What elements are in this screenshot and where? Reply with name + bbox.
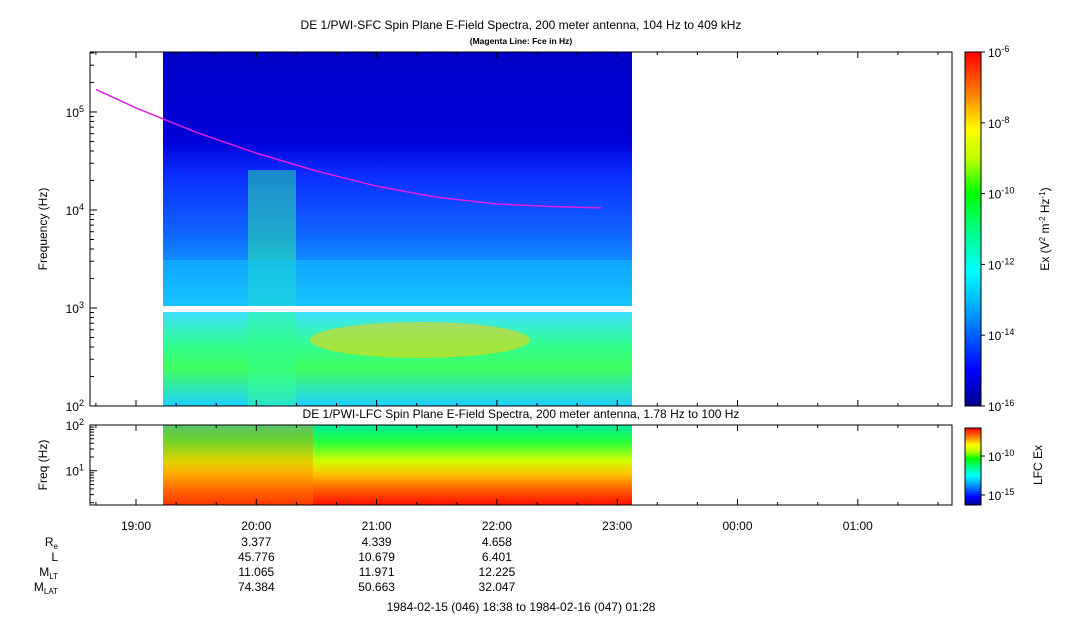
lfc-spectrogram bbox=[163, 425, 632, 505]
sfc-colorbar-tick-label: 10-8 bbox=[988, 115, 1009, 131]
sfc-colorbar-tick-label: 10-14 bbox=[988, 327, 1014, 343]
sfc-colorbar-tick-label: 10-6 bbox=[988, 44, 1009, 60]
ephemeris-value: 11.065 bbox=[238, 565, 274, 579]
time-tick-label: 23:00 bbox=[602, 519, 632, 533]
sfc-y-axis: 102 103 104 105 bbox=[66, 52, 97, 414]
lfc-colorbar-tick-label: 10-15 bbox=[988, 487, 1014, 503]
ephemeris-label: MLT bbox=[39, 565, 58, 581]
sfc-title: DE 1/PWI-SFC Spin Plane E-Field Spectra,… bbox=[301, 18, 742, 32]
sfc-intense-region bbox=[310, 322, 530, 358]
ephemeris-value: 45.776 bbox=[238, 550, 275, 564]
sfc-y-tick-label: 102 bbox=[66, 398, 84, 414]
sfc-data-gap bbox=[163, 306, 632, 312]
ephemeris-value: 12.225 bbox=[479, 565, 516, 579]
sfc-subtitle: (Magenta Line: Fce in Hz) bbox=[470, 36, 573, 46]
time-tick-label: 20:00 bbox=[241, 519, 271, 533]
sfc-spectrogram bbox=[163, 52, 632, 406]
ephemeris-value: 11.971 bbox=[359, 565, 395, 579]
time-axis: 19:00 20:00 21:00 22:00 23:00 00:00 01:00 bbox=[95, 52, 939, 533]
time-tick-label: 21:00 bbox=[362, 519, 392, 533]
lfc-colorbar-tick-label: 10-10 bbox=[988, 448, 1014, 464]
sfc-y-tick-label: 105 bbox=[66, 104, 84, 120]
sfc-colorbar: 10-6 10-8 10-10 10-12 10-14 10-16 Ex (V2 m-2 … bbox=[964, 44, 1052, 414]
lfc-y-tick-label: 101 bbox=[66, 463, 84, 479]
lfc-y-label: Freq (Hz) bbox=[36, 440, 50, 491]
lfc-y-tick-label: 102 bbox=[66, 417, 84, 433]
fce-magenta-line bbox=[95, 88, 602, 209]
sfc-panel: 102 103 104 105 Frequency (Hz) bbox=[36, 51, 953, 414]
sfc-y-tick-label: 103 bbox=[66, 300, 84, 316]
sfc-y-label: Frequency (Hz) bbox=[36, 188, 50, 271]
ephemeris-value: 3.377 bbox=[241, 535, 271, 549]
ephemeris-value: 6.401 bbox=[482, 550, 512, 564]
sfc-colorbar-tick-label: 10-10 bbox=[988, 186, 1014, 202]
time-tick-label: 22:00 bbox=[482, 519, 512, 533]
time-tick-label: 01:00 bbox=[843, 519, 873, 533]
time-tick-label: 00:00 bbox=[722, 519, 752, 533]
lfc-intense-region bbox=[163, 425, 313, 505]
sfc-lowfreq-band bbox=[163, 260, 632, 306]
ephemeris-label: MLAT bbox=[34, 580, 58, 596]
lfc-y-axis: 101 102 bbox=[66, 417, 97, 504]
time-range-footer: 1984-02-15 (046) 18:38 to 1984-02-16 (04… bbox=[387, 600, 656, 614]
ephemeris-table: Re 3.377 4.339 4.658 L 45.776 10.679 6.401 MLT 11… bbox=[34, 535, 516, 596]
lfc-panel: 101 102 Freq (Hz) bbox=[36, 417, 953, 506]
ephemeris-value: 32.047 bbox=[479, 580, 516, 594]
sfc-colorbar-tick-label: 10-12 bbox=[988, 256, 1014, 272]
ephemeris-label: L bbox=[51, 550, 58, 564]
ephemeris-value: 50.663 bbox=[358, 580, 395, 594]
ephemeris-value: 74.384 bbox=[238, 580, 275, 594]
lfc-colorbar-label: LFC Ex bbox=[1031, 445, 1045, 485]
ephemeris-value: 4.658 bbox=[482, 535, 512, 549]
sfc-colorbar-label: Ex (V2 m-2 Hz-1) bbox=[1038, 187, 1052, 270]
ephemeris-value: 10.679 bbox=[358, 550, 395, 564]
lfc-colorbar: 10-10 10-15 LFC Ex bbox=[964, 427, 1045, 506]
sfc-colorbar-tick-label: 10-16 bbox=[988, 398, 1014, 414]
ephemeris-value: 4.339 bbox=[362, 535, 392, 549]
sfc-y-tick-label: 104 bbox=[66, 202, 84, 218]
time-tick-label: 19:00 bbox=[121, 519, 151, 533]
lfc-title: DE 1/PWI-LFC Spin Plane E-Field Spectra,… bbox=[303, 407, 740, 421]
ephemeris-label: Re bbox=[45, 535, 59, 551]
